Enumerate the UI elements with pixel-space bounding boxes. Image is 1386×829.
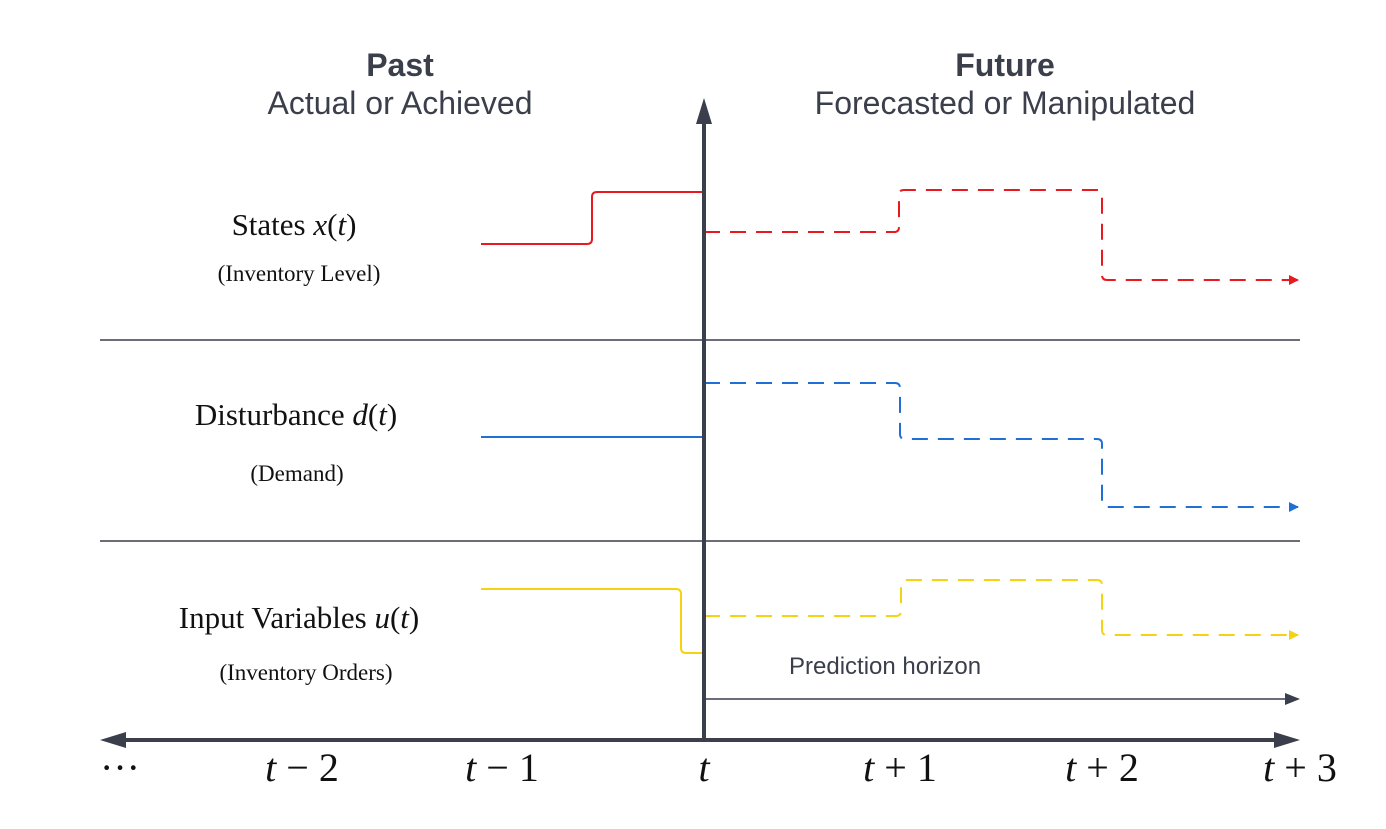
- input-variables-description: (Inventory Orders): [219, 660, 392, 685]
- states-description: (Inventory Level): [218, 261, 381, 286]
- tick-label-t-minus-2: t − 2: [265, 745, 339, 790]
- time-axis-right-arrowhead: [1274, 732, 1300, 748]
- past-subtitle: Actual or Achieved: [267, 85, 532, 121]
- input-past-line: [481, 588, 704, 654]
- input-variables-label: Input Variables u(t): [179, 600, 420, 635]
- tick-label-t-minus-1: t − 1: [465, 745, 539, 790]
- disturbance-forecast-line: [704, 382, 1299, 512]
- future-title: Future: [955, 47, 1055, 83]
- axis-ellipsis: ···: [100, 745, 140, 790]
- present-time-arrowhead: [696, 98, 712, 124]
- disturbance-label: Disturbance d(t): [195, 397, 397, 432]
- states-label: States x(t): [232, 207, 357, 242]
- states-forecast-line: [704, 189, 1299, 285]
- tick-label-t-plus-3: t + 3: [1263, 745, 1337, 790]
- prediction-horizon-label: Prediction horizon: [789, 653, 981, 680]
- states-past-line: [481, 191, 704, 245]
- tick-label-t-plus-2: t + 2: [1065, 745, 1139, 790]
- past-title: Past: [366, 47, 434, 83]
- future-subtitle: Forecasted or Manipulated: [815, 85, 1196, 121]
- input-forecast-line: [704, 579, 1299, 640]
- tick-label-t-plus-1: t + 1: [863, 745, 937, 790]
- time-axis-left-arrowhead: [100, 732, 126, 748]
- prediction-horizon-arrowhead: [1285, 693, 1300, 705]
- disturbance-description: (Demand): [250, 461, 343, 486]
- tick-label-t: t: [698, 745, 710, 790]
